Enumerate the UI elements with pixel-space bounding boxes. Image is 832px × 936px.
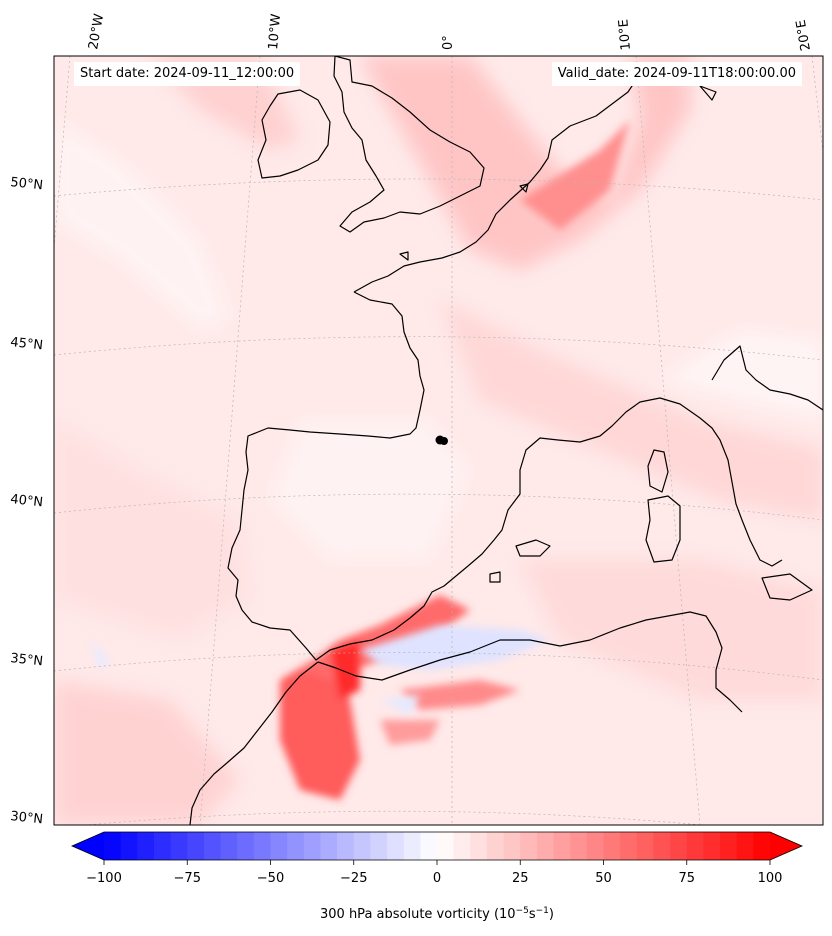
colorbar-segment (104, 832, 122, 860)
colorbar-tick-label: −100 (86, 871, 122, 886)
map-panel (54, 56, 823, 825)
colorbar-segment (370, 832, 388, 860)
lat-label-30n: 30°N (10, 809, 44, 827)
coast-mallorca (515, 539, 551, 557)
map-frame (53, 55, 824, 826)
coast-biscay-iberia (227, 291, 783, 661)
graticule (54, 56, 823, 825)
colorbar-segment (320, 832, 338, 860)
coastlines (189, 56, 823, 825)
colorbar-segment (403, 832, 421, 860)
colorbar-segment (620, 832, 638, 860)
colorbar-tick-label: −75 (174, 871, 201, 886)
colorbar-segment (220, 832, 238, 860)
lat-label-50n: 50°N (10, 175, 44, 193)
colorbar-ticks: −100 −75 −50 −25 0 25 50 75 100 (86, 860, 782, 886)
coast-france-channel (353, 79, 637, 293)
colorbar-segment (470, 832, 488, 860)
lon-label-0: 0° (441, 35, 456, 50)
colorbar-segment (703, 832, 721, 860)
colorbar-segment (520, 832, 538, 860)
colorbar-segment (387, 832, 405, 860)
colorbar-arrow-min (72, 832, 104, 860)
colorbar-segment (287, 832, 305, 860)
vorticity-field (54, 56, 823, 825)
colorbar-segment (570, 832, 588, 860)
colorbar-label: 300 hPa absolute vorticity (10−5s−1) (320, 906, 554, 922)
colorbar-segment (553, 832, 571, 860)
colorbar-tick-label: 100 (758, 871, 783, 886)
coast-corsica (647, 449, 669, 493)
colorbar-segment (453, 832, 471, 860)
colorbar-arrow-max (770, 832, 802, 860)
colorbar-tick-label: 50 (595, 871, 612, 886)
colorbar-tick-label: 75 (678, 871, 695, 886)
colorbar-segment (120, 832, 138, 860)
coast-morocco-atlantic (189, 661, 319, 825)
lon-label-20w: 20°W (86, 13, 107, 51)
colorbar-segment (187, 832, 205, 860)
colorbar-segment (670, 832, 688, 860)
colorbar-tick-label: −25 (340, 871, 367, 886)
colorbar-segments (104, 832, 771, 860)
colorbar-segment (237, 832, 255, 860)
colorbar-tick-label: 25 (512, 871, 529, 886)
lat-label-40n: 40°N (10, 492, 44, 510)
lon-label-10e: 10°E (616, 19, 634, 51)
valid-date-label: Valid_date: 2024-09-11T18:00:00.00 (551, 62, 802, 86)
colorbar-segment (720, 832, 738, 860)
colorbar-segment (420, 832, 438, 860)
lat-label-45n: 45°N (10, 335, 44, 353)
colorbar-segment (586, 832, 605, 860)
colorbar-segment (353, 832, 371, 860)
colorbar-segment (736, 832, 754, 860)
colorbar-segment (270, 832, 288, 860)
lon-label-10w: 10°W (266, 13, 284, 50)
colorbar-segment (303, 832, 322, 860)
colorbar-segment (253, 832, 272, 860)
colorbar-tick-label: −50 (257, 871, 284, 886)
colorbar-segment (536, 832, 555, 860)
latitude-labels: 50°N 45°N 40°N 35°N 30°N (10, 175, 44, 827)
coast-italy (711, 345, 823, 411)
coast-sardinia (645, 495, 681, 563)
longitude-labels: 20°W 10°W 0° 10°E 20°E (86, 13, 814, 52)
lat-label-35n: 35°N (10, 651, 44, 669)
colorbar-segment (686, 832, 704, 860)
colorbar-segment (437, 832, 455, 860)
colorbar-segment (170, 832, 188, 860)
colorbar-segment (137, 832, 155, 860)
start-date-label: Start date: 2024-09-11_12:00:00 (74, 62, 301, 86)
colorbar-segment (753, 832, 771, 860)
colorbar-segment (486, 832, 505, 860)
coast-great-britain (333, 56, 485, 233)
colorbar-segment (153, 832, 172, 860)
coast-north-africa (317, 611, 743, 713)
lon-label-20e: 20°E (794, 19, 814, 52)
coast-ireland (257, 89, 331, 179)
coast-sicily (761, 573, 813, 601)
colorbar-segment (337, 832, 355, 860)
colorbar-segment (203, 832, 222, 860)
colorbar: −100 −75 −50 −25 0 25 50 75 100 300 hPa absolute… (71, 831, 803, 922)
colorbar-segment (636, 832, 655, 860)
colorbar-segment (603, 832, 621, 860)
black-dot-marker (435, 435, 448, 445)
colorbar-segment (653, 832, 671, 860)
colorbar-segment (503, 832, 521, 860)
colorbar-tick-label: 0 (433, 871, 441, 886)
